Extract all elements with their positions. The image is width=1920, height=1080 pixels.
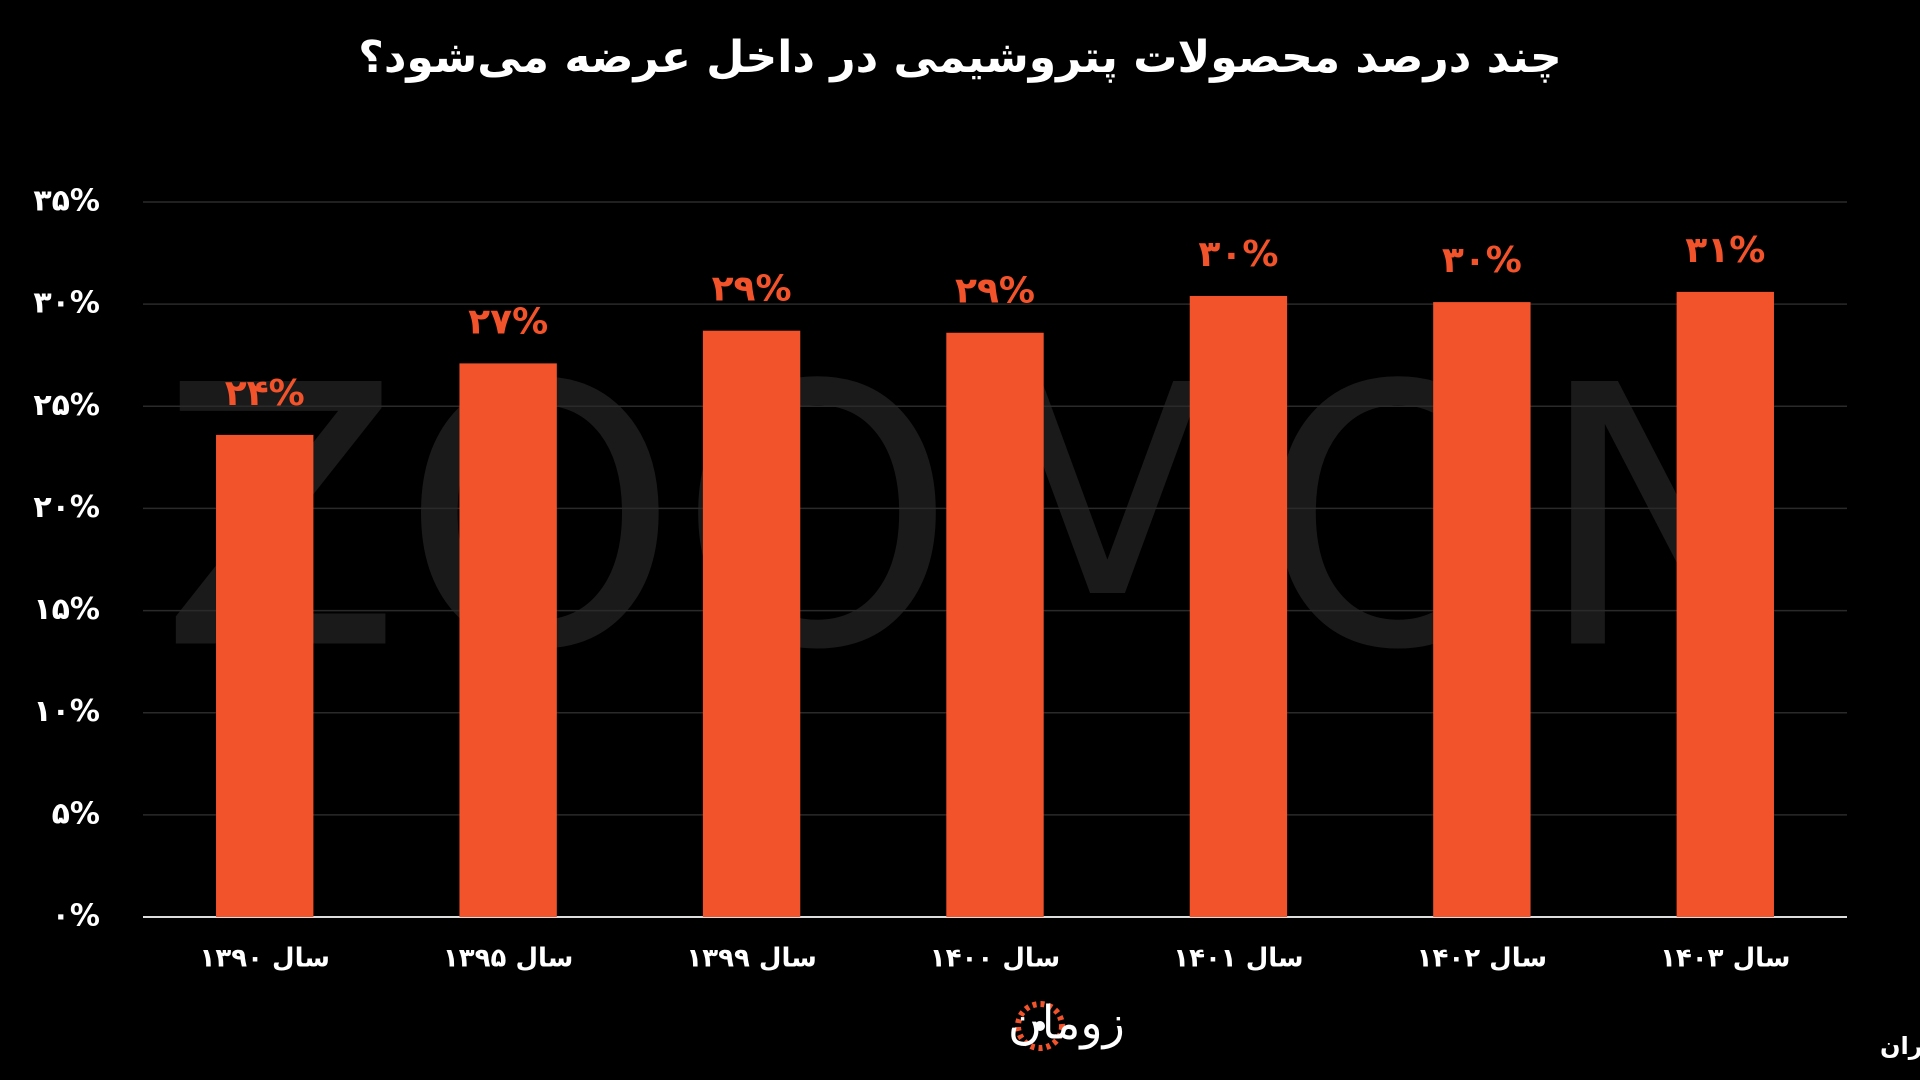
value-label: ۳۱% [1685,230,1765,271]
bar [946,332,1044,917]
y-tick-label: ۳۰% [33,286,100,321]
logo-dot [1035,1021,1045,1031]
y-tick-label: ۵% [52,796,100,831]
bar [459,363,557,917]
logo-icon [1015,1001,1065,1051]
y-tick-label: ۰% [52,899,100,934]
y-tick-label: ۲۰% [33,490,100,525]
source-note: منبع: مرکز آمار ایران [1880,1031,1920,1060]
bar [1189,295,1288,917]
bar [1433,302,1531,918]
x-tick-label: سال ۱۴۰۰ [930,944,1060,974]
bar [1676,291,1774,917]
y-tick-label: ۳۵% [33,184,100,219]
bar [702,330,801,917]
x-tick-label: سال ۱۳۹۵ [443,944,573,974]
x-tick-label: سال ۱۴۰۳ [1660,944,1790,974]
bar [216,434,314,917]
value-label: ۲۷% [468,301,548,342]
x-tick-label: سال ۱۳۹۹ [686,944,816,974]
value-label: ۳۰% [1442,240,1522,281]
value-label: ۳۰% [1198,234,1278,275]
logo-ring [1015,1001,1065,1051]
y-tick-label: ۲۵% [33,388,100,423]
x-tick-label: سال ۱۴۰۲ [1417,944,1547,974]
y-tick-label: ۱۵% [33,592,100,627]
y-tick-label: ۱۰% [33,694,100,729]
value-label: ۲۴% [225,373,305,414]
chart-title: چند درصد محصولات پتروشیمی در داخل عرضه م… [358,32,1561,83]
value-label: ۲۹% [712,269,792,310]
x-tick-label: سال ۱۴۰۱ [1173,944,1303,974]
x-tick-label: سال ۱۳۹۰ [199,944,329,974]
logo-text: زومان [1008,996,1125,1051]
value-label: ۲۹% [955,271,1035,312]
